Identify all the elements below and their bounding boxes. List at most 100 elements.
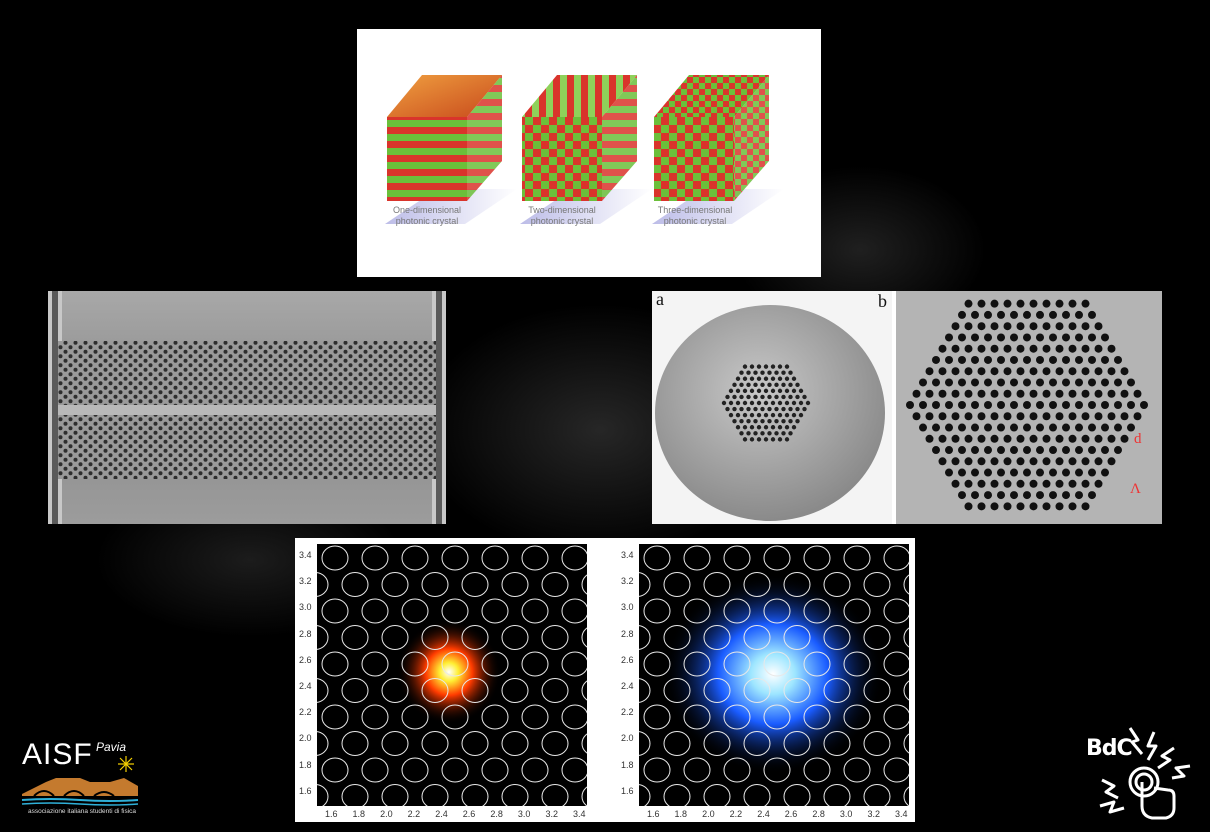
crystal-cubes-svg — [385, 75, 784, 224]
lattice-ring — [703, 784, 731, 806]
fiber-hole — [1101, 468, 1109, 477]
fiber-hole — [1049, 333, 1057, 342]
fiber-hole — [791, 425, 797, 430]
lattice-ring — [843, 545, 871, 571]
fiber-hole — [749, 388, 755, 394]
lattice-ring — [317, 678, 329, 703]
fiber-hole — [721, 400, 727, 406]
fiber-hole — [1101, 378, 1109, 387]
lattice-ring — [481, 545, 509, 571]
fiber-hole — [1003, 502, 1012, 511]
fiber-hole — [1068, 322, 1077, 331]
lattice-ring — [803, 545, 831, 571]
fiber-hole — [1010, 423, 1018, 432]
x-tick-label: 1.6 — [325, 809, 338, 819]
fiber-hole — [1023, 355, 1031, 364]
fiber-hole — [984, 446, 992, 455]
lattice-ring — [401, 757, 429, 783]
fiber-hole — [742, 388, 748, 394]
panel-a-label: a — [656, 291, 664, 309]
fiber-hole — [951, 434, 960, 443]
fiber-hole — [945, 333, 953, 342]
fiber-hole — [1081, 299, 1090, 308]
fiber-hole — [964, 434, 973, 443]
fiber-hole — [739, 394, 744, 400]
fiber-hole — [977, 479, 986, 488]
red-mode-svg — [317, 545, 587, 806]
fiber-hole — [958, 491, 966, 500]
y-tick-label: 2.8 — [299, 628, 312, 639]
fiber-hole — [990, 412, 999, 421]
lattice-ring — [361, 545, 389, 571]
lattice-ring — [783, 678, 811, 703]
y-tick-label: 3.4 — [621, 550, 634, 560]
x-tick-label: 3.2 — [867, 809, 880, 819]
lattice-ring — [381, 784, 409, 806]
fiber-hole — [1016, 367, 1025, 376]
lattice-ring — [341, 678, 369, 703]
fiber-hole — [990, 299, 999, 308]
fiber-hole — [1055, 322, 1064, 331]
fiber-hole — [781, 418, 786, 424]
aisf-bridge-icon — [21, 756, 139, 806]
fiber-hole — [1062, 468, 1070, 477]
fiber-hole — [760, 431, 765, 436]
fiber-hole — [1088, 333, 1096, 342]
lattice-ring — [521, 545, 549, 571]
fiber-hole — [805, 400, 811, 406]
lattice-ring — [703, 731, 731, 756]
lattice-ring — [541, 572, 569, 597]
photonic-crystals-figure: One-dimensional photonic crystal Two-dime… — [357, 29, 821, 277]
fiber-hole — [1068, 479, 1077, 488]
fiber-hole — [746, 370, 751, 375]
fiber-hole — [1140, 401, 1148, 409]
x-tick-label: 2.2 — [407, 809, 421, 819]
lattice-ring — [743, 678, 771, 703]
lattice-ring — [723, 545, 751, 571]
fiber-hole — [984, 310, 992, 319]
fiber-hole — [951, 479, 960, 488]
fiber-hole — [753, 370, 758, 375]
fiber-hole — [749, 376, 755, 381]
fiber-hole — [774, 370, 779, 375]
fiber-hole — [1036, 401, 1044, 409]
mode-field-plots: 3.4 3.2 3.0 2.8 2.6 2.4 2.2 2.0 1.8 1.6 1.6 1.8 2.0 2… — [295, 538, 915, 822]
y-tick-label: 1.8 — [299, 759, 312, 770]
y-tick-label: 3.0 — [621, 602, 634, 613]
lattice-ring — [317, 731, 329, 756]
fiber-hole — [938, 457, 947, 466]
fiber-hole — [725, 394, 730, 400]
lattice-ring — [783, 625, 811, 650]
fiber-hole — [990, 479, 999, 488]
fiber-hole — [1094, 412, 1103, 421]
lattice-ring — [639, 678, 651, 703]
lattice-ring — [341, 784, 369, 806]
crystal-1d-cube — [385, 75, 517, 224]
fiber-hole — [760, 406, 765, 412]
fiber-hole — [1062, 355, 1070, 364]
fiber-hole — [984, 468, 992, 477]
fiber-hole — [1055, 389, 1064, 398]
fiber-hole — [770, 437, 776, 442]
fiber-hole — [1023, 333, 1031, 342]
lattice-ring — [743, 784, 771, 806]
lattice-ring — [683, 598, 711, 624]
fiber-hole — [932, 401, 940, 409]
fiber-hole — [964, 502, 973, 511]
fiber-hole — [795, 406, 800, 412]
fiber-hole — [945, 446, 953, 455]
fiber-hole — [1081, 322, 1090, 331]
fiber-hole — [1094, 479, 1103, 488]
fiber-hole — [1081, 434, 1090, 443]
fiber-hole — [756, 412, 762, 418]
lattice-ring — [663, 572, 691, 597]
fiber-hole — [984, 401, 992, 409]
fiber-hole — [932, 378, 940, 387]
fiber-hole — [1127, 378, 1135, 387]
fiber-hole — [1042, 299, 1051, 308]
fiber-hole — [1068, 299, 1077, 308]
fiber-hole — [774, 406, 779, 412]
fiber-hole — [1029, 367, 1038, 376]
fiber-hole — [746, 418, 751, 424]
lattice-ring — [903, 680, 909, 701]
